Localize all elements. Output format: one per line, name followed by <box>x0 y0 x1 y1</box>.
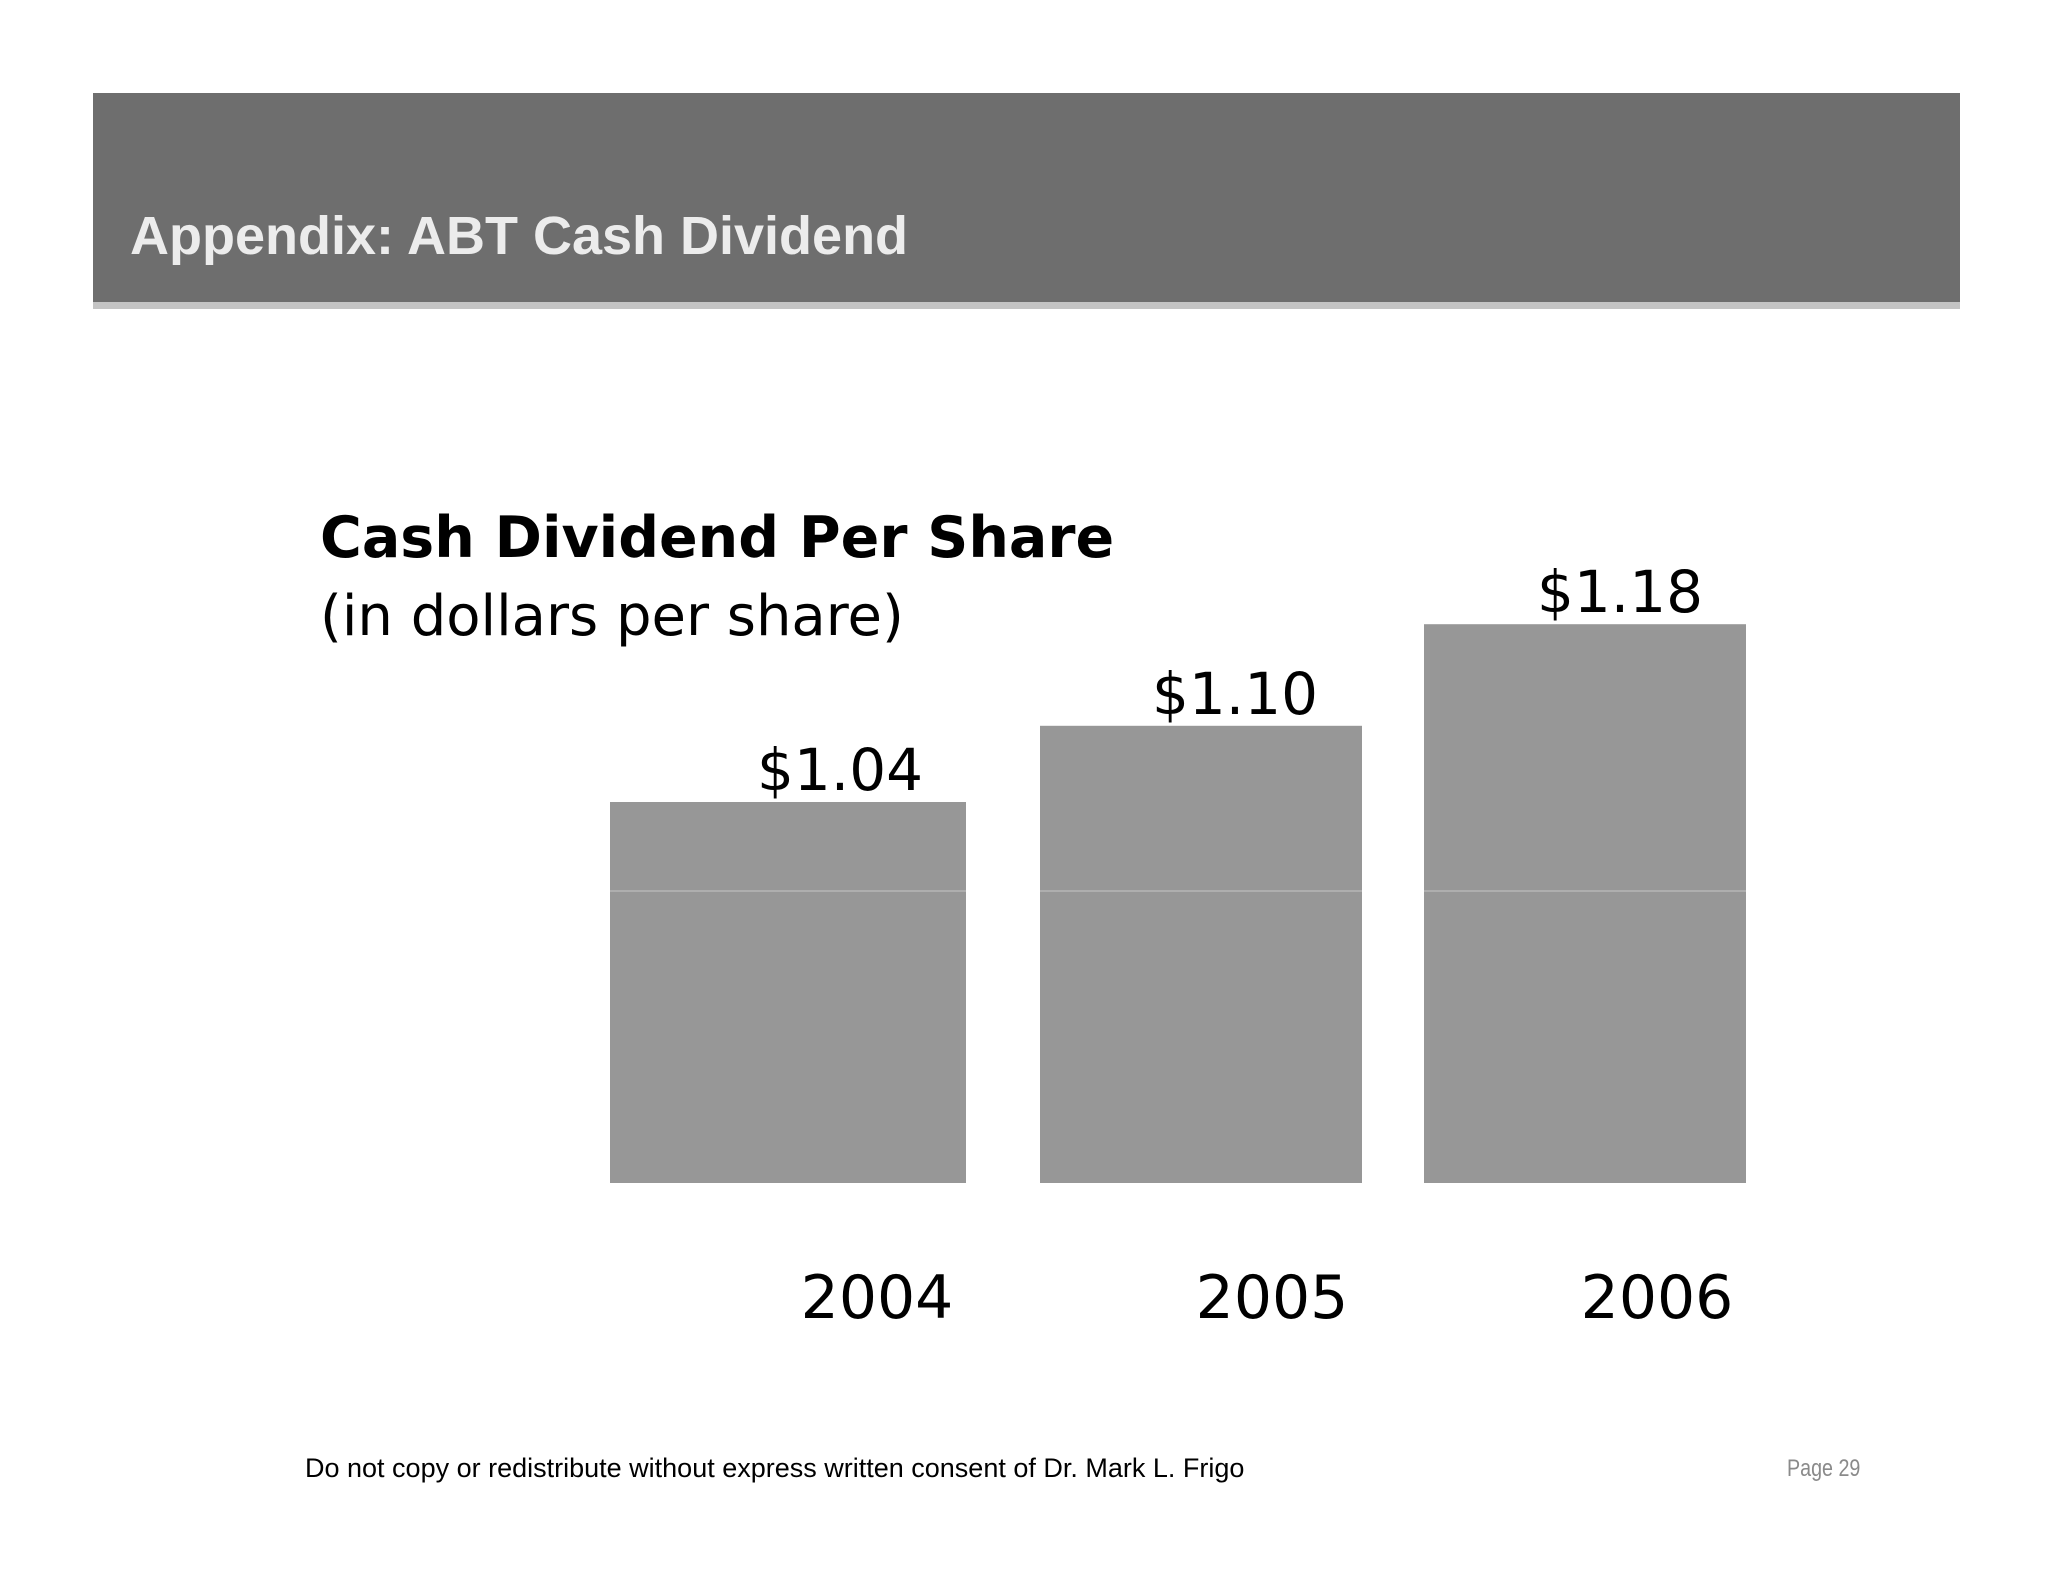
category-label-2005: 2005 <box>1196 1263 1349 1333</box>
bar-value-label: $1.18 <box>1537 558 1703 626</box>
bar-value-label: $1.10 <box>1152 660 1318 728</box>
chart-title: Cash Dividend Per Share <box>320 505 1115 571</box>
header-banner: Appendix: ABT Cash Dividend <box>93 93 1960 309</box>
page-title: Appendix: ABT Cash Dividend <box>130 206 909 266</box>
page-number-value: 29 <box>1838 1455 1861 1482</box>
bar-2006 <box>1424 624 1746 1183</box>
page-number: Page 29 <box>1787 1455 1860 1483</box>
copyright-notice: Do not copy or redistribute without expr… <box>305 1453 1245 1483</box>
bar-2004 <box>610 802 966 1183</box>
chart-subtitle: (in dollars per share) <box>320 584 904 649</box>
category-label-2006: 2006 <box>1581 1263 1734 1333</box>
bar-value-label: $1.04 <box>757 736 923 804</box>
page-label: Page <box>1787 1455 1833 1482</box>
category-label-2004: 2004 <box>801 1263 954 1333</box>
bar-2005 <box>1040 725 1362 1183</box>
